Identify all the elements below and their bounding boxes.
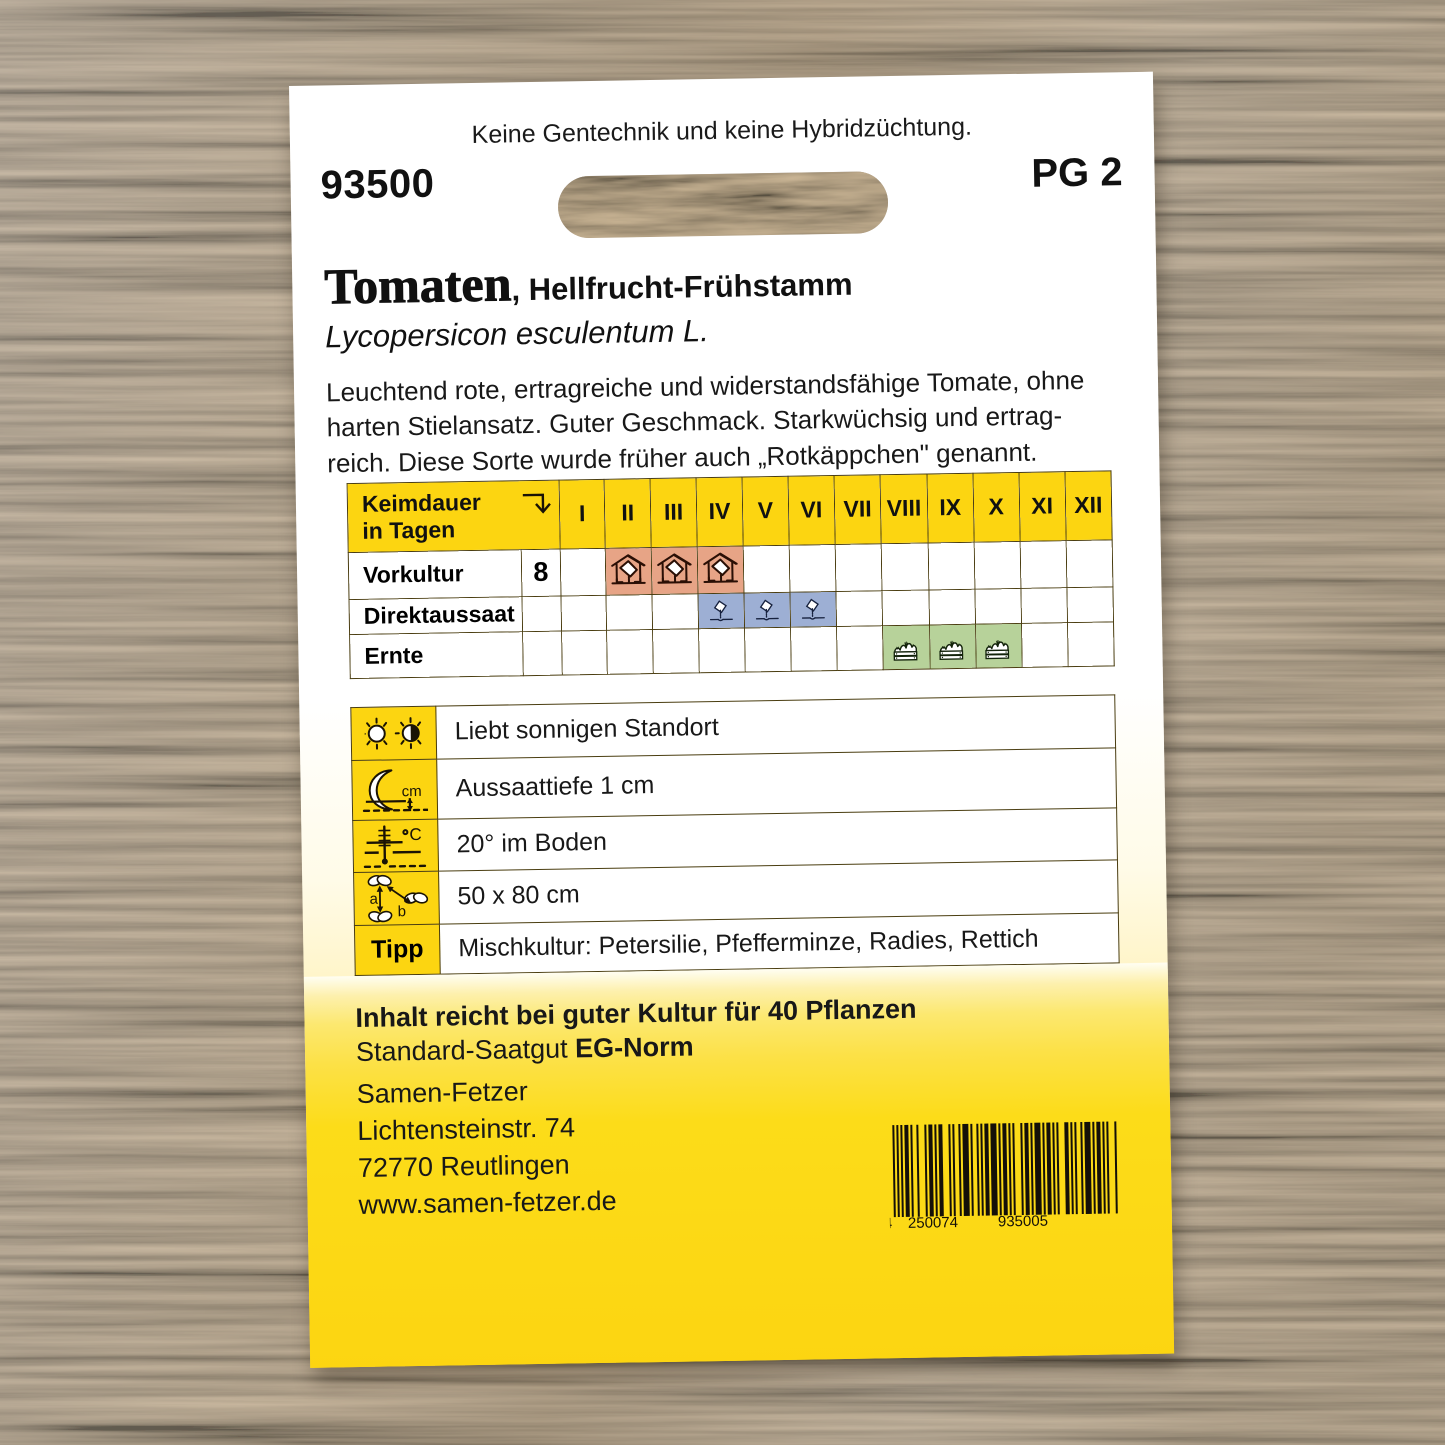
svg-text:a: a [369, 891, 378, 908]
svg-text:C: C [409, 824, 422, 843]
svg-text:b: b [398, 903, 407, 920]
svg-text:250074: 250074 [908, 1214, 958, 1231]
svg-text:935005: 935005 [998, 1213, 1048, 1231]
svg-text:cm: cm [402, 782, 422, 799]
